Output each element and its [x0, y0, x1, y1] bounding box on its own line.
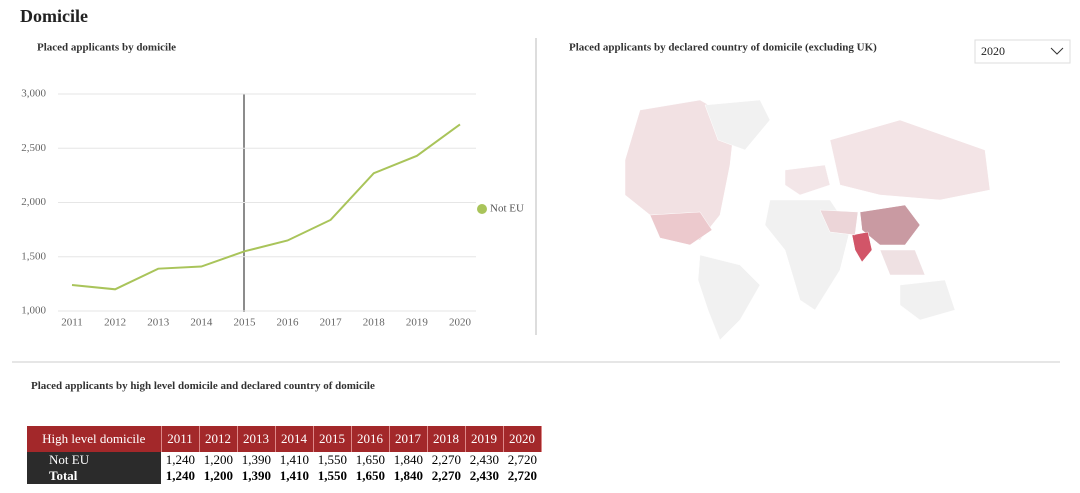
table-title: Placed applicants by high level domicile… [31, 380, 375, 392]
header-row: High level domicile 2011 2012 2013 2014 2015 2… [27, 426, 542, 452]
y-tick-label: 2,000 [21, 196, 46, 208]
y-tick-label: 3,000 [21, 88, 46, 100]
value-cell: 1,650 [355, 452, 385, 467]
chart-title: Placed applicants by domicile [37, 42, 176, 54]
header-cell: 2019 [465, 426, 504, 452]
x-tick-label: 2016 [277, 317, 300, 329]
y-tick-label: 2,500 [21, 142, 46, 154]
legend-marker [477, 204, 487, 214]
dropdown-chevron[interactable] [1050, 47, 1064, 55]
value-cell: 2,270 [431, 452, 461, 467]
value-cell: 1,390 [241, 468, 271, 483]
value-cell: 2,430 [469, 452, 499, 467]
value-cell: 1,840 [393, 452, 423, 467]
page-title: Domicile [20, 6, 88, 26]
header-cell: 2020 [503, 426, 542, 452]
x-tick-label: 2015 [233, 317, 256, 329]
header-cell: 2015 [313, 426, 352, 452]
data-table: High level domicile 2011 2012 2013 2014 2015 2… [27, 426, 542, 484]
value-cell: 1,410 [279, 452, 309, 467]
x-tick-label: 2011 [61, 317, 83, 329]
value-cell: 1,550 [317, 452, 347, 467]
header-cell: 2016 [351, 426, 390, 452]
header-cell: 2014 [275, 426, 314, 452]
value-cell: 2,720 [507, 468, 537, 483]
label-cell: Total [27, 468, 161, 484]
value-cell: 2,720 [507, 452, 537, 467]
value-cell: 1,200 [203, 468, 233, 483]
header-cell: 2012 [199, 426, 238, 452]
value-cell: 1,410 [279, 468, 309, 483]
header-cell: 2011 [161, 426, 200, 452]
x-tick-label: 2020 [449, 317, 472, 329]
x-tick-label: 2019 [406, 317, 429, 329]
value-cell: 1,650 [355, 468, 385, 483]
table-row: Total 1,240 1,200 1,390 1,410 1,550 1,650 1,840… [27, 468, 541, 484]
y-tick-label: 1,500 [21, 250, 46, 262]
world-map [624, 99, 991, 341]
value-cell: 2,430 [469, 468, 499, 483]
x-tick-label: 2014 [190, 317, 213, 329]
value-cell: 1,200 [203, 452, 233, 467]
x-tick-label: 2013 [147, 317, 170, 329]
value-cell: 1,840 [393, 468, 423, 483]
value-cell: 1,240 [165, 452, 195, 467]
dropdown-value[interactable]: 2020 [981, 44, 1005, 58]
header-cell: High level domicile [27, 426, 162, 452]
map-title: Placed applicants by declared country of… [569, 42, 877, 54]
value-cell: 1,390 [241, 452, 271, 467]
value-cell: 2,270 [431, 468, 461, 483]
y-tick-label: 1,000 [21, 305, 46, 317]
x-tick-label: 2018 [363, 317, 386, 329]
dashboard: Domicile Placed applicants by domicile P… [12, 6, 1071, 363]
x-tick-label: 2017 [320, 317, 343, 329]
header-cell: 2013 [237, 426, 276, 452]
value-cell: 1,550 [317, 468, 347, 483]
legend-label: Not EU [490, 203, 524, 215]
value-cell: 1,240 [165, 468, 195, 483]
line [71, 123, 461, 291]
table-row: Not EU 1,240 1,200 1,390 1,410 1,550 1,650 1,84… [27, 452, 541, 468]
label-cell: Not EU [27, 452, 161, 468]
header-cell: 2018 [427, 426, 466, 452]
x-tick-label: 2012 [104, 317, 126, 329]
year-dropdown[interactable] [974, 39, 1071, 64]
header-cell: 2017 [389, 426, 428, 452]
